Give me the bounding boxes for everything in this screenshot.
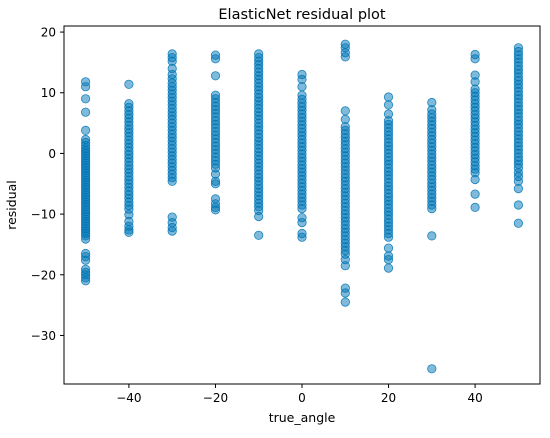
- scatter-point: [81, 234, 91, 244]
- scatter-point: [81, 82, 91, 92]
- scatter-point: [81, 107, 91, 117]
- x-tick-label: −20: [203, 391, 228, 405]
- scatter-point: [124, 79, 134, 89]
- y-tick-label: −20: [31, 268, 56, 282]
- scatter-point: [210, 54, 221, 64]
- x-tick-label: 40: [467, 391, 482, 405]
- scatter-point: [513, 184, 524, 194]
- y-axis-label: residual: [4, 180, 19, 230]
- scatter-point: [513, 218, 524, 228]
- scatter-point: [81, 255, 91, 265]
- scatter-point: [383, 232, 394, 242]
- scatter-point: [297, 232, 307, 242]
- scatter-point: [470, 174, 480, 185]
- y-tick-label: −10: [31, 208, 56, 222]
- scatter-point: [210, 179, 221, 189]
- scatter-point: [383, 92, 394, 102]
- scatter-point: [470, 202, 480, 212]
- scatter-point: [470, 189, 480, 199]
- scatter-point: [210, 205, 221, 215]
- x-tick-label: 20: [381, 391, 396, 405]
- y-tick-label: 0: [48, 147, 56, 161]
- scatter-point: [470, 54, 480, 64]
- y-axis: −30 −20 −10 0 10 20: [31, 26, 64, 343]
- scatter-point: [340, 106, 350, 116]
- scatter-point: [427, 364, 437, 374]
- scatter-point: [383, 243, 394, 253]
- scatter-point: [297, 82, 307, 92]
- scatter-point: [340, 52, 350, 62]
- scatter-point: [340, 288, 350, 298]
- scatter-point: [383, 263, 394, 273]
- x-axis: −40 −20 0 20 40: [116, 384, 483, 405]
- x-axis-label: true_angle: [269, 410, 336, 425]
- scatter-point: [340, 261, 350, 271]
- scatter-point: [81, 94, 91, 104]
- scatter-point: [340, 297, 350, 307]
- y-tick-label: 20: [41, 26, 56, 40]
- y-tick-label: −30: [31, 329, 56, 343]
- x-tick-label: 0: [298, 391, 306, 405]
- scatter-point: [254, 211, 264, 222]
- scatter-point: [167, 176, 177, 186]
- scatter-point: [427, 231, 437, 241]
- scatter-point: [124, 227, 134, 237]
- scatter-point: [81, 125, 91, 135]
- y-tick-label: 10: [41, 86, 56, 100]
- scatter-point: [254, 230, 264, 240]
- scatter-point: [210, 71, 221, 81]
- x-tick-label: −40: [116, 391, 141, 405]
- scatter-point: [383, 100, 394, 110]
- chart-title: ElasticNet residual plot: [218, 7, 386, 23]
- scatter-point: [513, 200, 524, 210]
- scatter-point: [297, 218, 307, 228]
- scatter-point: [81, 276, 91, 286]
- scatter-point: [297, 204, 307, 214]
- scatter-point: [167, 226, 177, 236]
- scatter-point: [427, 204, 437, 214]
- scatter-point: [383, 255, 394, 265]
- points-layer: [81, 39, 524, 374]
